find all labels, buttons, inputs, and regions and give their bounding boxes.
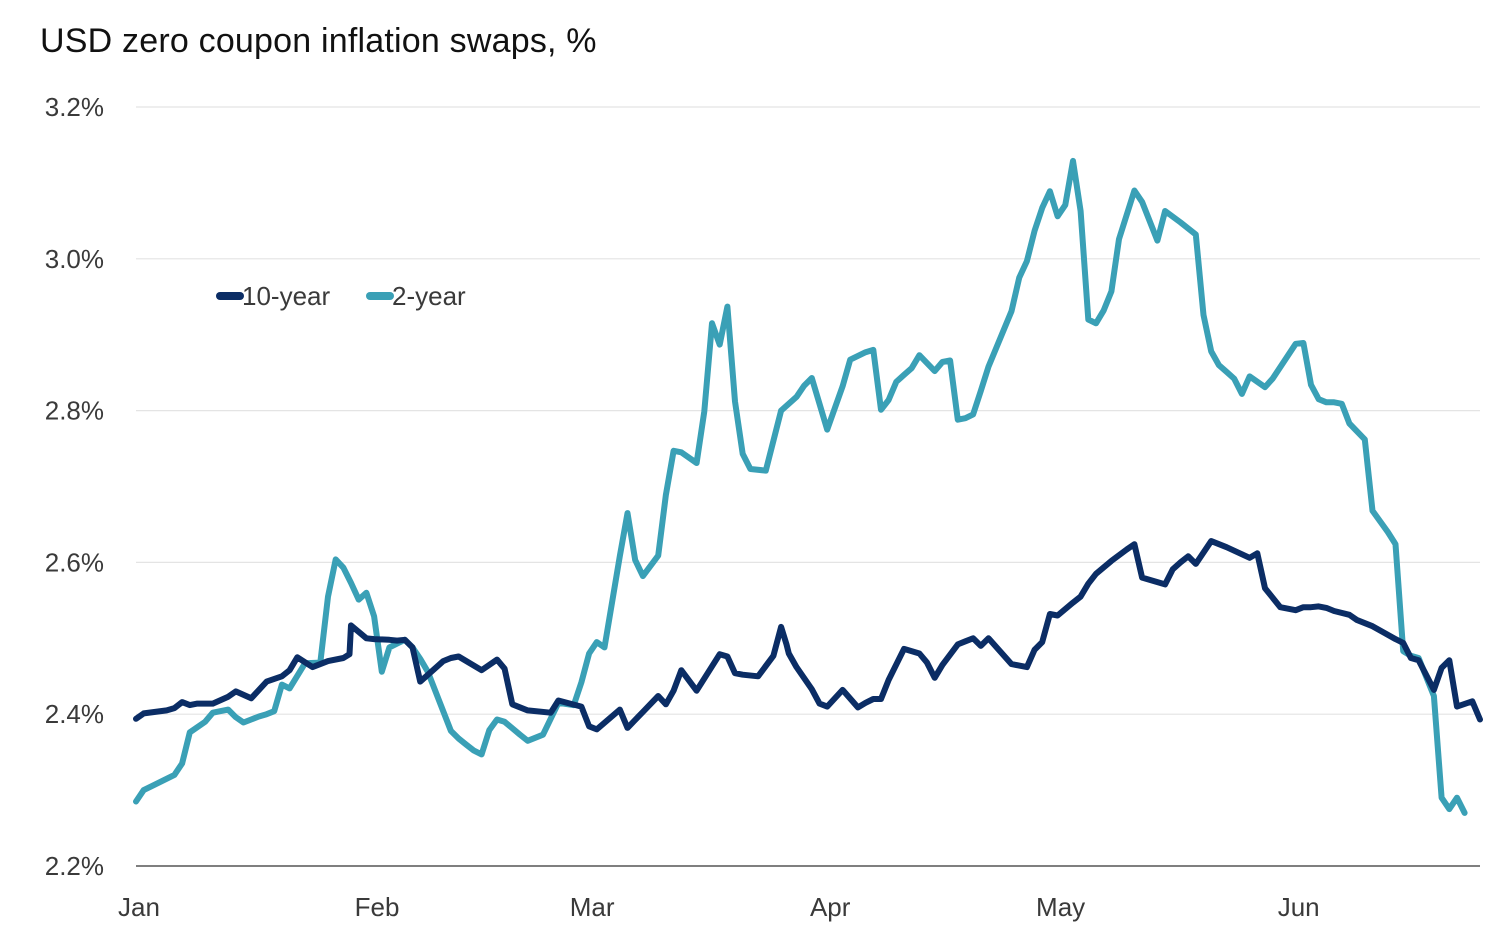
y-tick-label: 2.8% [45, 396, 104, 426]
x-tick-label: Feb [355, 892, 400, 922]
legend-label: 2-year [392, 281, 466, 311]
y-tick-label: 3.2% [45, 92, 104, 122]
x-tick-label: Jun [1278, 892, 1320, 922]
chart-title: USD zero coupon inflation swaps, % [40, 22, 597, 60]
series-line-2-year [133, 157, 1468, 816]
legend: 10-year 2-year [216, 281, 466, 311]
y-gridlines [136, 106, 1480, 867]
x-tick-label: Mar [570, 892, 615, 922]
x-tick-label: May [1036, 892, 1085, 922]
y-tick-label: 2.6% [45, 547, 104, 577]
legend-label: 10-year [242, 281, 330, 311]
series-line-10-year [133, 538, 1483, 733]
x-tick-label: Apr [810, 892, 851, 922]
x-tick-label: Jan [118, 892, 160, 922]
y-tick-label: 3.0% [45, 244, 104, 274]
y-tick-label: 2.4% [45, 699, 104, 729]
y-tick-label: 2.2% [45, 851, 104, 881]
